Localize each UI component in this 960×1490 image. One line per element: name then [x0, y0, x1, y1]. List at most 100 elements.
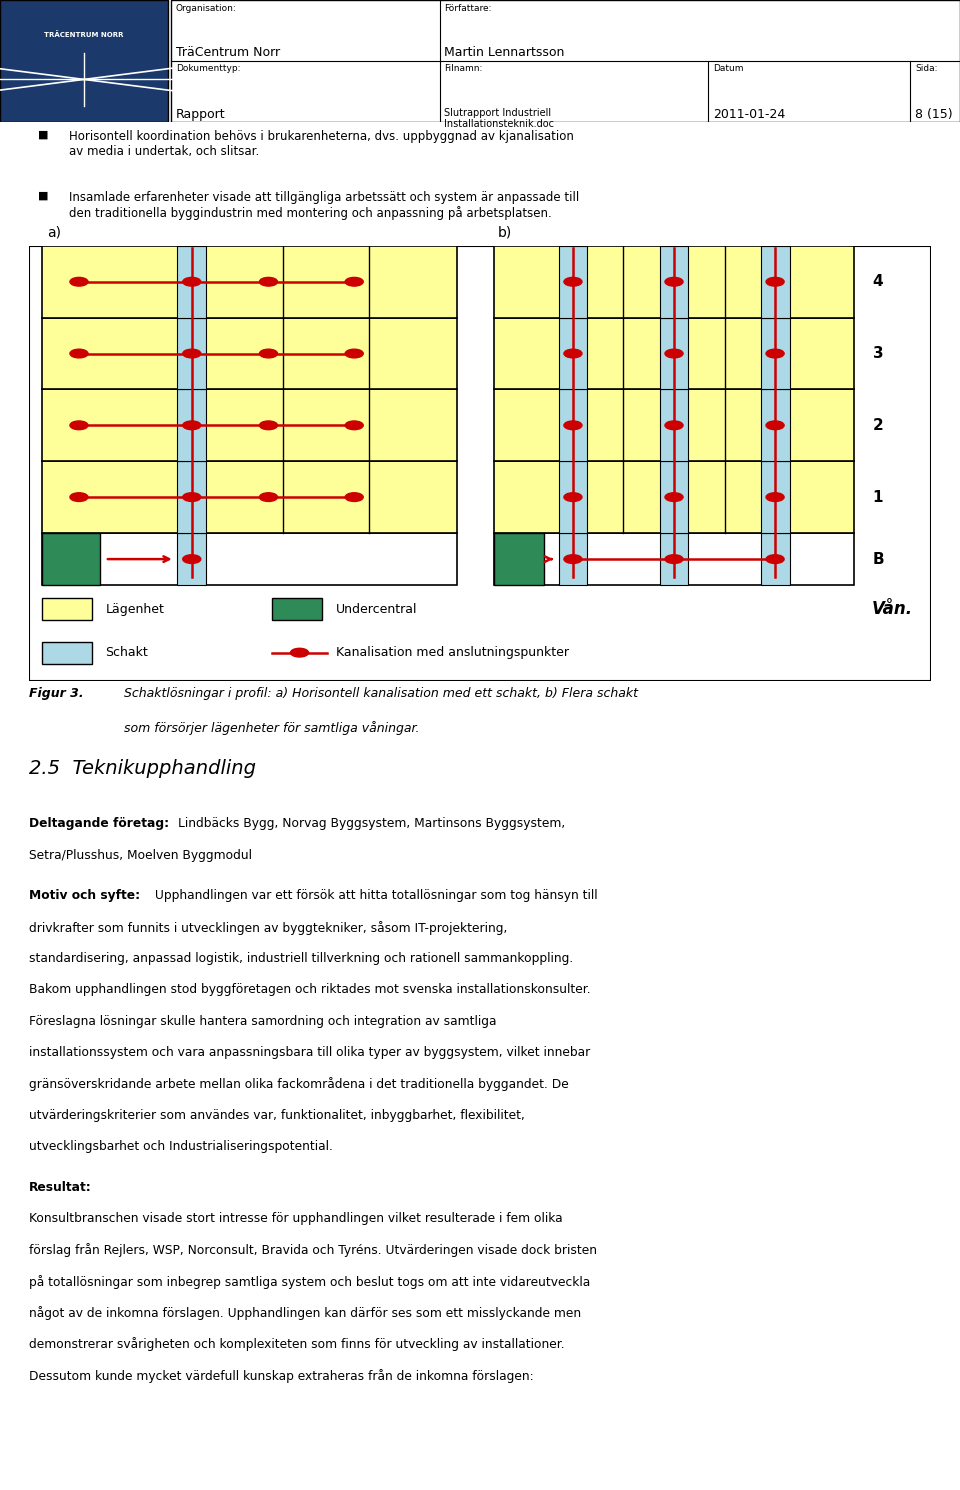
Text: Organisation:: Organisation:	[176, 3, 236, 13]
Bar	[660, 462, 688, 533]
Circle shape	[564, 349, 582, 358]
Bar	[42, 642, 92, 663]
Circle shape	[182, 422, 201, 429]
Bar	[178, 533, 206, 586]
Bar	[273, 599, 322, 620]
Bar	[660, 317, 688, 389]
Bar	[178, 389, 206, 462]
Text: Slutrapport Industriell
Installationsteknik.doc: Slutrapport Industriell Installationstek…	[444, 107, 555, 130]
Circle shape	[766, 277, 784, 286]
Circle shape	[346, 422, 363, 429]
Text: utvärderingskriterier som användes var, funktionalitet, inbyggbarhet, flexibilit: utvärderingskriterier som användes var, …	[29, 1109, 525, 1122]
Text: Rapport: Rapport	[176, 107, 226, 121]
Bar	[178, 462, 206, 533]
Text: b): b)	[498, 225, 513, 240]
Text: Upphandlingen var ett försök att hitta totallösningar som tog hänsyn till: Upphandlingen var ett försök att hitta t…	[151, 890, 597, 903]
Text: 2011-01-24: 2011-01-24	[713, 107, 785, 121]
Circle shape	[259, 422, 277, 429]
Bar	[42, 462, 457, 533]
Circle shape	[291, 648, 308, 657]
Text: Lindbäcks Bygg, Norvag Byggsystem, Martinsons Byggsystem,: Lindbäcks Bygg, Norvag Byggsystem, Marti…	[178, 818, 564, 830]
Circle shape	[346, 277, 363, 286]
Bar	[760, 317, 789, 389]
Bar	[42, 533, 101, 586]
Circle shape	[766, 422, 784, 429]
Circle shape	[346, 493, 363, 502]
Circle shape	[564, 422, 582, 429]
Circle shape	[182, 277, 201, 286]
Text: Figur 3.: Figur 3.	[29, 687, 84, 700]
Text: Bakom upphandlingen stod byggföretagen och riktades mot svenska installationskon: Bakom upphandlingen stod byggföretagen o…	[29, 983, 590, 997]
Bar	[42, 533, 457, 586]
Bar	[493, 462, 854, 533]
Circle shape	[70, 349, 88, 358]
Text: B: B	[873, 551, 884, 566]
Text: 4: 4	[873, 274, 883, 289]
Text: TräCentrum Norr: TräCentrum Norr	[176, 46, 279, 60]
Bar	[493, 533, 544, 586]
Text: Martin Lennartsson: Martin Lennartsson	[444, 46, 564, 60]
Bar	[42, 246, 457, 317]
Text: något av de inkomna förslagen. Upphandlingen kan därför ses som ett misslyckande: något av de inkomna förslagen. Upphandli…	[29, 1307, 581, 1320]
Text: Författare:: Författare:	[444, 3, 492, 13]
Circle shape	[564, 493, 582, 502]
Bar	[559, 246, 588, 317]
Text: Insamlade erfarenheter visade att tillgängliga arbetssätt och system är anpassad: Insamlade erfarenheter visade att tillgä…	[69, 191, 580, 221]
Circle shape	[346, 349, 363, 358]
Circle shape	[182, 349, 201, 358]
Circle shape	[70, 493, 88, 502]
Circle shape	[182, 554, 201, 563]
Circle shape	[766, 493, 784, 502]
Circle shape	[259, 349, 277, 358]
Bar	[42, 317, 457, 389]
Text: Konsultbranschen visade stort intresse för upphandlingen vilket resulterade i fe: Konsultbranschen visade stort intresse f…	[29, 1211, 563, 1225]
Text: Undercentral: Undercentral	[336, 602, 417, 615]
Text: förslag från Rejlers, WSP, Norconsult, Bravida och Tyréns. Utvärderingen visade : förslag från Rejlers, WSP, Norconsult, B…	[29, 1243, 597, 1258]
Text: Lägenhet: Lägenhet	[106, 602, 164, 615]
Bar	[178, 317, 206, 389]
Text: TRÄCENTRUM NORR: TRÄCENTRUM NORR	[44, 31, 124, 37]
Text: demonstrerar svårigheten och komplexiteten som finns för utveckling av installat: demonstrerar svårigheten och komplexitet…	[29, 1338, 564, 1351]
Text: Sida:: Sida:	[915, 64, 937, 73]
Text: Deltagande företag:: Deltagande företag:	[29, 818, 169, 830]
Bar	[559, 389, 588, 462]
Text: gränsöverskridande arbete mellan olika fackområdena i det traditionella byggande: gränsöverskridande arbete mellan olika f…	[29, 1077, 568, 1091]
Circle shape	[182, 493, 201, 502]
Text: Schakt: Schakt	[106, 647, 148, 659]
Text: ■: ■	[37, 130, 48, 140]
Text: 2.5  Teknikupphandling: 2.5 Teknikupphandling	[29, 758, 255, 778]
Bar	[760, 462, 789, 533]
Text: Vån.: Vån.	[872, 600, 913, 618]
Circle shape	[766, 554, 784, 563]
Text: Horisontell koordination behövs i brukarenheterna, dvs. uppbyggnad av kjanalisat: Horisontell koordination behövs i brukar…	[69, 130, 574, 158]
Text: utvecklingsbarhet och Industrialiseringspotential.: utvecklingsbarhet och Industrialiserings…	[29, 1140, 333, 1153]
Text: drivkrafter som funnits i utvecklingen av byggtekniker, såsom IT-projektering,: drivkrafter som funnits i utvecklingen a…	[29, 921, 507, 934]
Bar	[660, 389, 688, 462]
Bar	[493, 246, 854, 317]
Bar	[42, 599, 92, 620]
Bar	[493, 389, 854, 462]
Bar	[178, 246, 206, 317]
Bar	[559, 317, 588, 389]
Text: Filnamn:: Filnamn:	[444, 64, 483, 73]
Circle shape	[665, 554, 683, 563]
Text: Kanalisation med anslutningspunkter: Kanalisation med anslutningspunkter	[336, 647, 568, 659]
Bar	[559, 462, 588, 533]
Text: Föreslagna lösningar skulle hantera samordning och integration av samtliga: Föreslagna lösningar skulle hantera samo…	[29, 1015, 496, 1028]
Bar	[760, 533, 789, 586]
Circle shape	[564, 277, 582, 286]
Text: ■: ■	[37, 191, 48, 201]
Text: standardisering, anpassad logistik, industriell tillverkning och rationell samma: standardisering, anpassad logistik, indu…	[29, 952, 573, 966]
Text: Resultat:: Resultat:	[29, 1180, 91, 1193]
Text: Motiv och syfte:: Motiv och syfte:	[29, 890, 140, 903]
Bar	[42, 389, 457, 462]
Text: 3: 3	[873, 346, 883, 361]
Circle shape	[665, 422, 683, 429]
Circle shape	[665, 349, 683, 358]
Bar	[760, 246, 789, 317]
Circle shape	[259, 277, 277, 286]
Text: installationssystem och vara anpassningsbara till olika typer av byggsystem, vil: installationssystem och vara anpassnings…	[29, 1046, 590, 1059]
Bar	[171, 0, 960, 122]
Circle shape	[70, 277, 88, 286]
Text: 8 (15): 8 (15)	[915, 107, 952, 121]
